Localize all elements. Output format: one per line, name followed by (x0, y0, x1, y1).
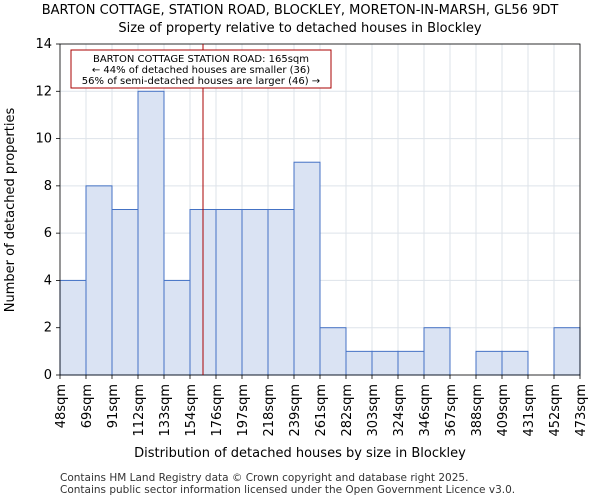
x-tick-label: 261sqm (314, 384, 329, 437)
x-tick-label: 473sqm (574, 384, 589, 437)
y-tick-label: 0 (44, 368, 52, 383)
bar (475, 350, 503, 376)
x-tick-label: 218sqm (262, 384, 277, 437)
x-tick-label: 431sqm (522, 384, 537, 437)
bars (59, 90, 581, 376)
x-tick-label: 176sqm (210, 384, 225, 437)
x-tick-label: 133sqm (158, 384, 173, 437)
x-tick-label: 69sqm (80, 384, 95, 428)
y-tick-label: 8 (44, 179, 52, 194)
x-tick-label: 197sqm (236, 384, 251, 437)
bar (85, 185, 113, 376)
annotation-line: ← 44% of detached houses are smaller (36… (92, 65, 310, 76)
bar (267, 209, 295, 376)
bar (397, 350, 425, 376)
bar (345, 350, 373, 376)
x-axis-ticks: 48sqm 69sqm 91sqm 112sqm 133sqm 154sqm 176sqm 1… (54, 375, 589, 437)
footer-copyright: Contains HM Land Registry data © Crown c… (60, 472, 469, 484)
x-tick-label: 346sqm (418, 384, 433, 437)
chart-subtitle: Size of property relative to detached ho… (118, 21, 482, 36)
x-tick-label: 367sqm (444, 384, 459, 437)
annotation-frame (70, 49, 332, 89)
x-tick-label: 409sqm (496, 384, 511, 437)
annotation-line: 56% of semi-detached houses are larger (… (82, 76, 320, 87)
bar (501, 350, 529, 376)
x-tick-label: 324sqm (392, 384, 407, 437)
y-axis-ticks: 0 2 4 6 8 10 12 14 (35, 37, 60, 383)
bar (163, 279, 191, 376)
bar (241, 209, 269, 376)
bar (59, 279, 87, 376)
y-axis-label: Number of detached properties (3, 108, 18, 313)
x-tick-label: 154sqm (184, 384, 199, 437)
y-tick-label: 4 (44, 273, 52, 288)
annotation-box: BARTON COTTAGE STATION ROAD: 165sqm← 44%… (70, 49, 332, 89)
x-tick-label: 112sqm (132, 384, 147, 437)
x-tick-label: 91sqm (106, 384, 121, 428)
x-tick-label: 388sqm (470, 384, 485, 437)
x-tick-label: 282sqm (340, 384, 355, 437)
bar (423, 327, 451, 376)
annotation-line: BARTON COTTAGE STATION ROAD: 165sqm (93, 54, 309, 65)
bar (319, 327, 347, 376)
bar (293, 161, 321, 376)
bar (553, 327, 581, 376)
y-tick-label: 12 (35, 84, 52, 99)
bar (111, 209, 139, 376)
y-tick-label: 6 (44, 226, 52, 241)
bar (371, 350, 399, 376)
x-tick-label: 48sqm (54, 384, 69, 428)
y-tick-label: 10 (35, 132, 52, 147)
x-axis-label: Distribution of detached houses by size … (134, 446, 466, 461)
x-tick-label: 303sqm (366, 384, 381, 437)
x-tick-label: 239sqm (288, 384, 303, 437)
bar (215, 209, 243, 376)
y-tick-label: 14 (35, 37, 52, 52)
bar (137, 90, 165, 376)
x-tick-label: 452sqm (548, 384, 563, 437)
y-tick-label: 2 (44, 321, 52, 336)
footer-licence: Contains public sector information licen… (60, 484, 516, 496)
chart-title: BARTON COTTAGE, STATION ROAD, BLOCKLEY, … (42, 3, 559, 18)
